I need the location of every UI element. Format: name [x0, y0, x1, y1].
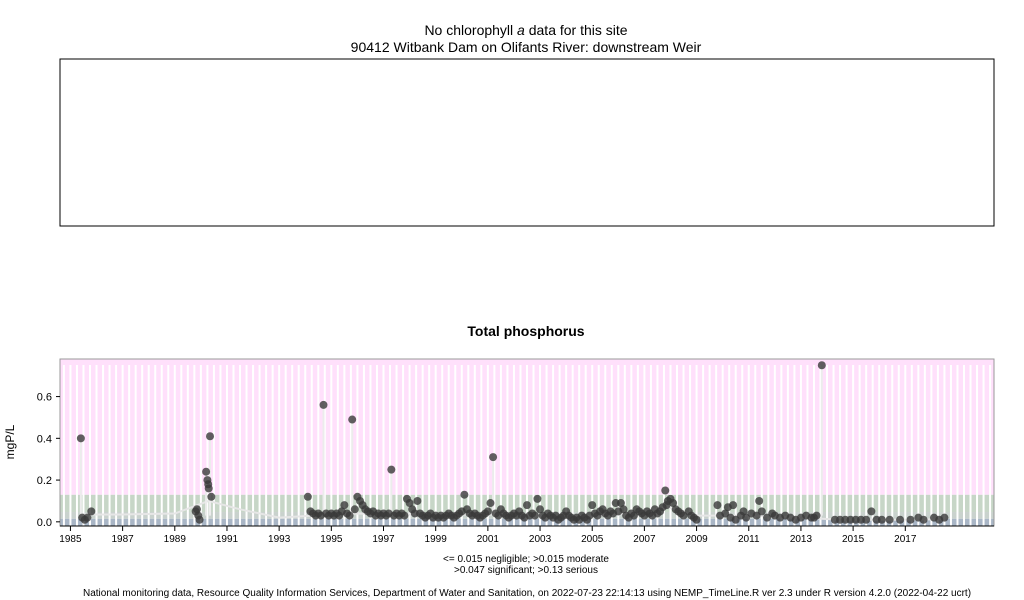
x-tick-label: 2013: [790, 534, 813, 545]
data-point: [345, 511, 354, 520]
data-point: [340, 501, 349, 510]
data-point: [192, 505, 201, 514]
data-point: [533, 494, 542, 503]
data-point: [405, 499, 414, 508]
x-tick-label: 2011: [738, 534, 760, 545]
x-tick-label: 1991: [216, 534, 239, 545]
data-point: [387, 465, 396, 474]
x-tick-label: 2007: [633, 534, 656, 545]
data-point: [616, 499, 625, 508]
data-point: [669, 499, 678, 508]
x-tick-label: 2005: [581, 534, 604, 545]
data-point: [350, 505, 359, 514]
data-point: [207, 492, 216, 501]
data-point: [867, 507, 876, 516]
data-point: [195, 515, 204, 524]
y-tick-label: 0.0: [37, 517, 52, 529]
data-point: [619, 505, 628, 514]
top-panel-title-line2: 90412 Witbank Dam on Olifants River: dow…: [351, 39, 702, 55]
x-tick-label: 2017: [894, 534, 917, 545]
data-point: [204, 484, 213, 493]
data-point: [919, 515, 928, 524]
x-tick-label: 1987: [111, 534, 134, 545]
data-point: [483, 507, 492, 516]
data-point: [319, 400, 328, 409]
x-tick-label: 1993: [268, 534, 291, 545]
data-point: [87, 507, 96, 516]
data-source-credit: National monitoring data, Resource Quali…: [83, 588, 971, 599]
x-tick-label: 1985: [59, 534, 82, 545]
chart-title: Total phosphorus: [467, 323, 584, 339]
x-tick-label: 1997: [372, 534, 395, 545]
data-point: [206, 432, 215, 441]
data-point: [486, 499, 495, 508]
x-tick-label: 2009: [685, 534, 708, 545]
data-point: [76, 434, 85, 443]
data-point: [588, 501, 597, 510]
data-point: [729, 501, 738, 510]
x-tick-label: 1995: [320, 534, 343, 545]
data-point: [460, 490, 469, 499]
data-point: [523, 501, 531, 510]
data-point: [692, 515, 701, 524]
data-point: [83, 513, 92, 522]
data-point: [812, 511, 821, 520]
data-point: [757, 507, 766, 516]
data-point: [530, 511, 539, 520]
y-tick-label: 0.2: [37, 475, 52, 487]
data-point: [489, 453, 498, 462]
data-point: [885, 515, 894, 524]
data-point: [400, 511, 409, 520]
empty-chlorophyll-panel: [59, 58, 995, 227]
x-tick-label: 1989: [164, 534, 187, 545]
data-point: [202, 467, 211, 476]
x-tick-label: 2003: [529, 534, 552, 545]
x-tick-label: 2015: [842, 534, 865, 545]
data-point: [413, 496, 422, 505]
data-point: [303, 492, 312, 501]
data-point: [877, 515, 886, 524]
threshold-legend-line2: >0.047 significant; >0.13 serious: [454, 565, 598, 576]
threshold-legend-line1: <= 0.015 negligible; >0.015 moderate: [443, 554, 609, 565]
data-point: [661, 486, 670, 495]
data-point: [755, 496, 764, 505]
y-tick-label: 0.4: [37, 433, 52, 445]
data-point: [817, 361, 826, 370]
data-point: [713, 501, 722, 510]
data-point: [348, 415, 357, 424]
y-tick-label: 0.6: [37, 392, 52, 404]
data-point: [536, 505, 545, 514]
data-point: [739, 507, 748, 516]
x-tick-label: 2001: [477, 534, 500, 545]
y-axis-label: mgP/L: [3, 424, 17, 459]
data-point: [896, 515, 905, 524]
data-point: [940, 513, 949, 522]
top-panel-title-line1: No chlorophyll a data for this site: [424, 22, 627, 38]
data-point: [862, 515, 871, 524]
plot-area: 1985 1987 1989 1991 1993 1995 1997 1999 2001 2003…: [37, 358, 995, 545]
x-tick-label: 1999: [425, 534, 448, 545]
data-point: [906, 515, 915, 524]
